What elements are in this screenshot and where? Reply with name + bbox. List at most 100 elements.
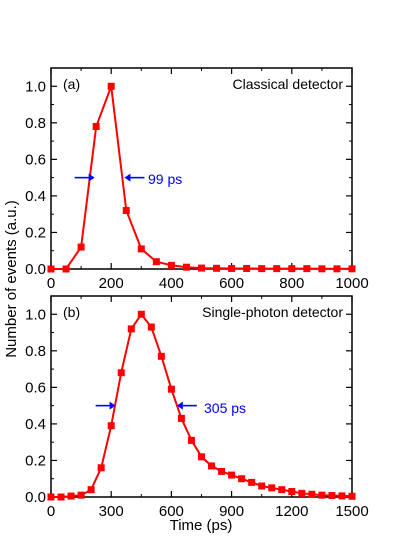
x-tick-label: 600 bbox=[219, 275, 244, 292]
y-tick-labels-b: 0.0 0.2 0.4 0.6 0.8 1.0 bbox=[25, 306, 46, 506]
fwhm-arrowhead-right bbox=[176, 401, 183, 410]
fwhm-arrows-a bbox=[74, 173, 145, 182]
x-tick-label: 300 bbox=[99, 503, 124, 520]
data-point bbox=[57, 493, 65, 501]
data-point bbox=[273, 265, 281, 273]
x-tick-label: 1200 bbox=[275, 503, 308, 520]
data-point bbox=[127, 325, 135, 333]
data-point bbox=[333, 265, 341, 273]
fwhm-arrowhead-right bbox=[124, 173, 131, 182]
data-point bbox=[67, 492, 75, 500]
y-tick-label: 0.2 bbox=[25, 452, 46, 469]
plot-frame-a bbox=[50, 67, 353, 270]
x-tick-label: 200 bbox=[99, 275, 124, 292]
y-tick-label: 1.0 bbox=[25, 78, 46, 95]
fwhm-arrows-b bbox=[95, 401, 197, 410]
data-point bbox=[62, 265, 70, 273]
x-tick-label: 1500 bbox=[335, 503, 368, 520]
y-tick-label: 0.8 bbox=[25, 343, 46, 360]
x-tick-label: 900 bbox=[219, 503, 244, 520]
data-point bbox=[338, 492, 346, 500]
data-point bbox=[258, 265, 266, 273]
chart-panel-a: 0 200 400 600 800 1000 0.0 0.2 0.4 0.6 0.8 1.0 (a)… bbox=[25, 67, 369, 292]
fwhm-arrowhead-left bbox=[88, 173, 95, 182]
panel-title-b: Single-photon detector bbox=[202, 304, 343, 320]
data-point bbox=[47, 265, 55, 273]
data-point bbox=[147, 323, 155, 331]
data-point bbox=[198, 453, 205, 461]
fwhm-arrowhead-left bbox=[109, 401, 116, 410]
data-point bbox=[278, 486, 286, 494]
data-point bbox=[107, 82, 115, 90]
x-tick-labels-b: 0 300 600 900 1200 1500 bbox=[47, 503, 369, 520]
data-point bbox=[87, 486, 95, 494]
data-point bbox=[152, 258, 160, 266]
data-point bbox=[77, 243, 85, 251]
data-point bbox=[47, 493, 55, 501]
data-point bbox=[107, 422, 115, 430]
x-axis-label-b: Time (ps) bbox=[170, 517, 233, 534]
data-point bbox=[97, 464, 105, 472]
data-point bbox=[122, 207, 130, 215]
chart-panel-b: 0 300 600 900 1200 1500 0.0 0.2 0.4 0.6 0.8 1.0 (b… bbox=[25, 295, 369, 534]
data-point bbox=[348, 492, 356, 500]
data-point bbox=[248, 478, 256, 486]
data-point bbox=[298, 489, 306, 497]
data-point bbox=[228, 264, 236, 272]
data-point bbox=[213, 264, 221, 272]
panel-title-a: Classical detector bbox=[233, 76, 344, 92]
data-point bbox=[228, 471, 236, 479]
x-tick-label: 400 bbox=[159, 275, 184, 292]
data-point bbox=[303, 265, 311, 273]
data-point bbox=[308, 490, 316, 498]
x-tick-labels-a: 0 200 400 600 800 1000 bbox=[47, 275, 369, 292]
x-tick-label: 800 bbox=[279, 275, 304, 292]
fwhm-label-a: 99 ps bbox=[148, 171, 182, 187]
axis-ticks-b bbox=[50, 296, 353, 498]
data-point bbox=[218, 467, 226, 475]
data-point bbox=[208, 462, 216, 470]
x-tick-label: 0 bbox=[47, 503, 55, 520]
data-point bbox=[167, 385, 175, 393]
y-tick-label: 1.0 bbox=[25, 306, 46, 323]
data-point bbox=[318, 491, 326, 499]
data-point bbox=[137, 245, 145, 253]
data-point bbox=[77, 491, 85, 499]
x-tick-label: 600 bbox=[159, 503, 184, 520]
data-point bbox=[187, 436, 195, 444]
data-point bbox=[258, 482, 266, 490]
data-point bbox=[328, 492, 336, 500]
series-markers-b bbox=[47, 310, 356, 501]
series-line-a bbox=[51, 85, 352, 270]
data-point bbox=[288, 488, 296, 496]
x-tick-label: 1000 bbox=[335, 275, 368, 292]
data-point bbox=[288, 265, 296, 273]
plot-frame-b bbox=[50, 295, 353, 498]
y-axis-label: Number of events (a.u.) bbox=[3, 200, 20, 358]
y-tick-label: 0.6 bbox=[25, 151, 46, 168]
data-point bbox=[117, 369, 125, 377]
y-tick-label: 0.0 bbox=[25, 261, 46, 278]
data-point bbox=[92, 122, 100, 130]
x-tick-label: 0 bbox=[47, 275, 55, 292]
y-tick-label: 0.2 bbox=[25, 224, 46, 241]
data-point bbox=[157, 352, 165, 360]
y-tick-labels-a: 0.0 0.2 0.4 0.6 0.8 1.0 bbox=[25, 78, 46, 278]
data-point bbox=[177, 414, 185, 422]
data-point bbox=[167, 261, 175, 269]
y-tick-label: 0.8 bbox=[25, 115, 46, 132]
data-point bbox=[198, 264, 205, 272]
y-tick-label: 0.6 bbox=[25, 379, 46, 396]
axis-ticks-a bbox=[50, 68, 353, 270]
data-point bbox=[268, 484, 276, 492]
fwhm-label-b: 305 ps bbox=[204, 400, 246, 416]
data-point bbox=[318, 265, 326, 273]
panel-label-b: (b) bbox=[63, 304, 80, 320]
series-markers-a bbox=[47, 82, 356, 273]
y-tick-label: 0.4 bbox=[25, 416, 46, 433]
y-tick-label: 0.0 bbox=[25, 489, 46, 506]
data-point bbox=[243, 264, 251, 272]
data-point bbox=[182, 263, 190, 271]
data-point bbox=[348, 265, 356, 273]
